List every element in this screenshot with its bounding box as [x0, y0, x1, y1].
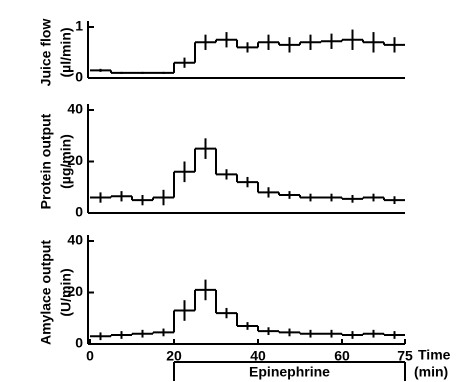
x-tick-label: 20	[166, 348, 182, 364]
y-tick-label: 40	[67, 232, 83, 248]
y-axis-label: Amylace output	[38, 240, 54, 345]
x-axis-label: Time	[418, 347, 451, 363]
y-axis-unit: (µg/min)	[58, 134, 74, 189]
y-axis-unit: (µl/min)	[58, 27, 74, 77]
y-tick-label: 20	[67, 152, 83, 168]
y-tick-label: 0	[75, 204, 83, 220]
y-axis-label: Juice flow	[38, 19, 54, 87]
y-tick-label: 1	[75, 18, 83, 34]
y-tick-label: 40	[67, 101, 83, 117]
x-tick-label: 75	[397, 348, 413, 364]
x-tick-label: 40	[250, 348, 266, 364]
x-tick-label: 60	[334, 348, 350, 364]
x-tick-label: 0	[86, 348, 94, 364]
y-tick-label: 0	[75, 69, 83, 85]
x-axis-unit: (min)	[414, 364, 448, 380]
y-tick-label: 20	[67, 283, 83, 299]
y-axis-label: Protein output	[38, 113, 54, 209]
y-axis-unit: (U/min)	[58, 268, 74, 316]
annotation-text: Epinephrine	[249, 364, 330, 380]
y-tick-label: 0	[75, 335, 83, 351]
